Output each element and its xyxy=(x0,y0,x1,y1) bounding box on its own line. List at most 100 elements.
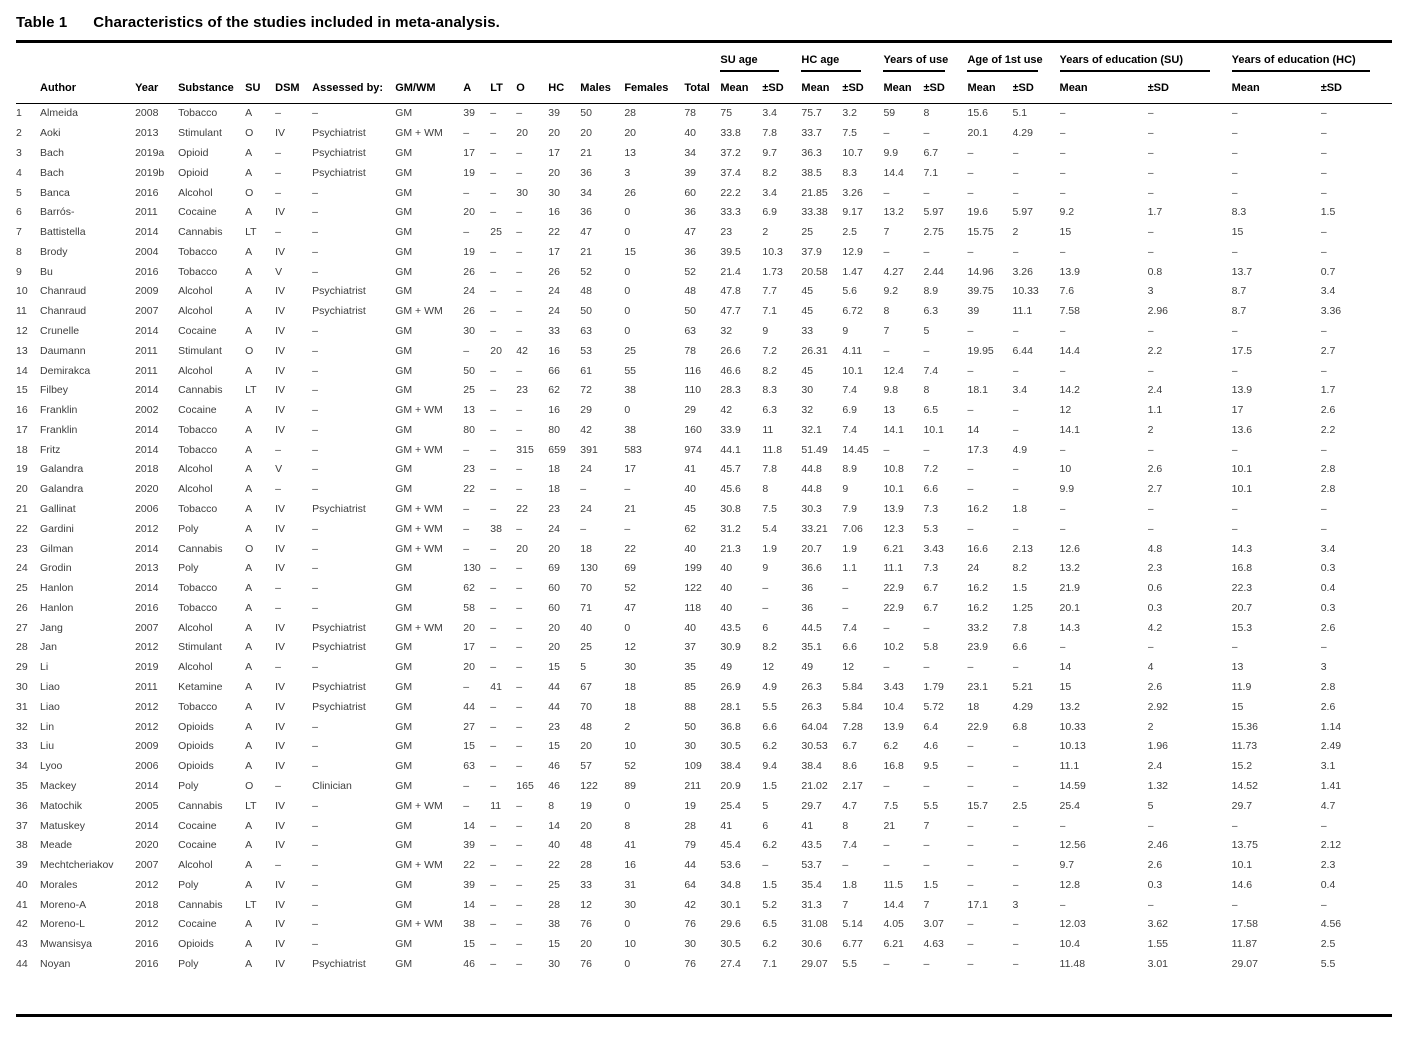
table-cell: 109 xyxy=(684,760,702,773)
table-cell: – xyxy=(1320,522,1327,535)
table-cell: 1.1 xyxy=(1147,404,1163,417)
table-cell: 17 xyxy=(624,463,636,476)
table-cell: 116 xyxy=(684,364,702,377)
table-cell: 4.7 xyxy=(842,799,858,812)
table-cell: 8 xyxy=(548,799,555,812)
table-cell: IV xyxy=(275,127,286,140)
table-cell: 19 xyxy=(463,245,475,258)
table-cell: – xyxy=(967,404,974,417)
table-cell: 89 xyxy=(624,779,636,792)
table-cell: GM xyxy=(395,898,413,911)
table-cell: Poly xyxy=(178,779,199,792)
table-cell: 2018 xyxy=(135,898,159,911)
table-cell: Hanlon xyxy=(40,582,74,595)
table-cell: 0.8 xyxy=(1147,265,1163,278)
table-cell: 2014 xyxy=(135,226,159,239)
table-cell: – xyxy=(490,562,497,575)
table-cell: 26 xyxy=(548,265,560,278)
table-cell: IV xyxy=(275,681,286,694)
table-cell: 2013 xyxy=(135,127,159,140)
table-cell: 10.4 xyxy=(1059,938,1080,951)
table-cell: 38 xyxy=(490,522,502,535)
table-cell: 20.1 xyxy=(967,127,988,140)
table-cell: 17 xyxy=(16,423,28,436)
table-cell: – xyxy=(516,601,523,614)
table-cell: Poly xyxy=(178,562,199,575)
table-cell: 7.1 xyxy=(762,305,777,318)
table-cell: GM + WM xyxy=(395,305,443,318)
table-cell: 21.9 xyxy=(1059,582,1080,595)
table-cell: – xyxy=(923,661,930,674)
table-cell: 13.2 xyxy=(883,206,904,219)
table-cell: 4.2 xyxy=(1147,621,1163,634)
table-cell: A xyxy=(245,681,253,694)
table-cell: 23 xyxy=(548,503,560,516)
table-cell: – xyxy=(1231,522,1238,535)
table-cell: 2016 xyxy=(135,938,159,951)
table-cell: 13 xyxy=(463,404,475,417)
table-cell: – xyxy=(967,740,974,753)
table-cell: 6.6 xyxy=(923,483,939,496)
table-cell: 21.02 xyxy=(801,779,828,792)
table-cell: 0.3 xyxy=(1147,878,1163,891)
table-cell: – xyxy=(883,344,890,357)
table-cell: – xyxy=(883,859,890,872)
table-cell: 7 xyxy=(883,226,890,239)
table-cell: 13.2 xyxy=(1059,700,1080,713)
table-cell: 14 xyxy=(967,423,980,436)
table-cell: – xyxy=(967,760,974,773)
table-cell: Mackey xyxy=(40,779,77,792)
table-cell: – xyxy=(842,601,849,614)
table-cell: IV xyxy=(275,760,286,773)
table-cell: 2 xyxy=(1147,423,1154,436)
table-cell: – xyxy=(516,681,523,694)
table-cell: 21 xyxy=(580,245,592,258)
table-cell: 20 xyxy=(463,621,475,634)
table-cell: GM xyxy=(395,483,413,496)
table-cell: 44 xyxy=(548,681,560,694)
table-cell: – xyxy=(490,740,497,753)
table-cell: 29 xyxy=(684,404,697,417)
column-header xyxy=(16,72,41,104)
table-cell: – xyxy=(967,463,974,476)
table-cell: 5.8 xyxy=(923,641,939,654)
table-cell: 2011 xyxy=(135,364,158,377)
table-cell: 24 xyxy=(580,463,592,476)
table-cell: 122 xyxy=(580,779,598,792)
table-cell: 2019b xyxy=(135,166,165,179)
table-cell: Liao xyxy=(40,700,60,713)
table-cell: 38.5 xyxy=(801,166,822,179)
column-header: O xyxy=(516,72,549,104)
table-cell: 23.9 xyxy=(967,641,988,654)
table-cell: 11 xyxy=(490,799,502,812)
table-cell: 40 xyxy=(684,483,697,496)
table-cell: 18 xyxy=(580,542,592,555)
table-cell: Psychiatrist xyxy=(312,681,366,694)
table-cell: GM xyxy=(395,878,413,891)
table-cell: 1.5 xyxy=(923,878,939,891)
table-cell: 1.14 xyxy=(1320,720,1342,733)
table-cell: 21 xyxy=(624,503,636,516)
table-cell: Chanraud xyxy=(40,305,87,318)
table-cell: 14.1 xyxy=(883,423,904,436)
table-cell: – xyxy=(516,799,523,812)
table-cell: 76 xyxy=(684,918,697,931)
table-cell: 35 xyxy=(684,661,697,674)
table-cell: – xyxy=(516,285,523,298)
table-cell: 20 xyxy=(548,127,560,140)
table-cell: 5 xyxy=(923,324,930,337)
table-cell: 75.7 xyxy=(801,107,822,120)
table-cell: 11.5 xyxy=(883,878,904,891)
table-cell: – xyxy=(490,503,497,516)
table-cell: 2.49 xyxy=(1320,740,1342,753)
table-cell: – xyxy=(1012,918,1019,931)
table-cell: 45.4 xyxy=(720,839,741,852)
table-cell: Alcohol xyxy=(178,859,213,872)
table-cell: 25.4 xyxy=(720,799,741,812)
table-cell: 15.36 xyxy=(1231,720,1258,733)
table-cell: – xyxy=(923,245,930,258)
table-header: SU age HC age Years of use Age of 1st use Ye… xyxy=(16,43,1392,104)
table-cell: 2012 xyxy=(135,641,159,654)
table-row: 27 Jang 2007 Alcohol A IV Psychiatrist GM + WM 2… xyxy=(16,618,1392,638)
table-cell: 0 xyxy=(624,324,631,337)
